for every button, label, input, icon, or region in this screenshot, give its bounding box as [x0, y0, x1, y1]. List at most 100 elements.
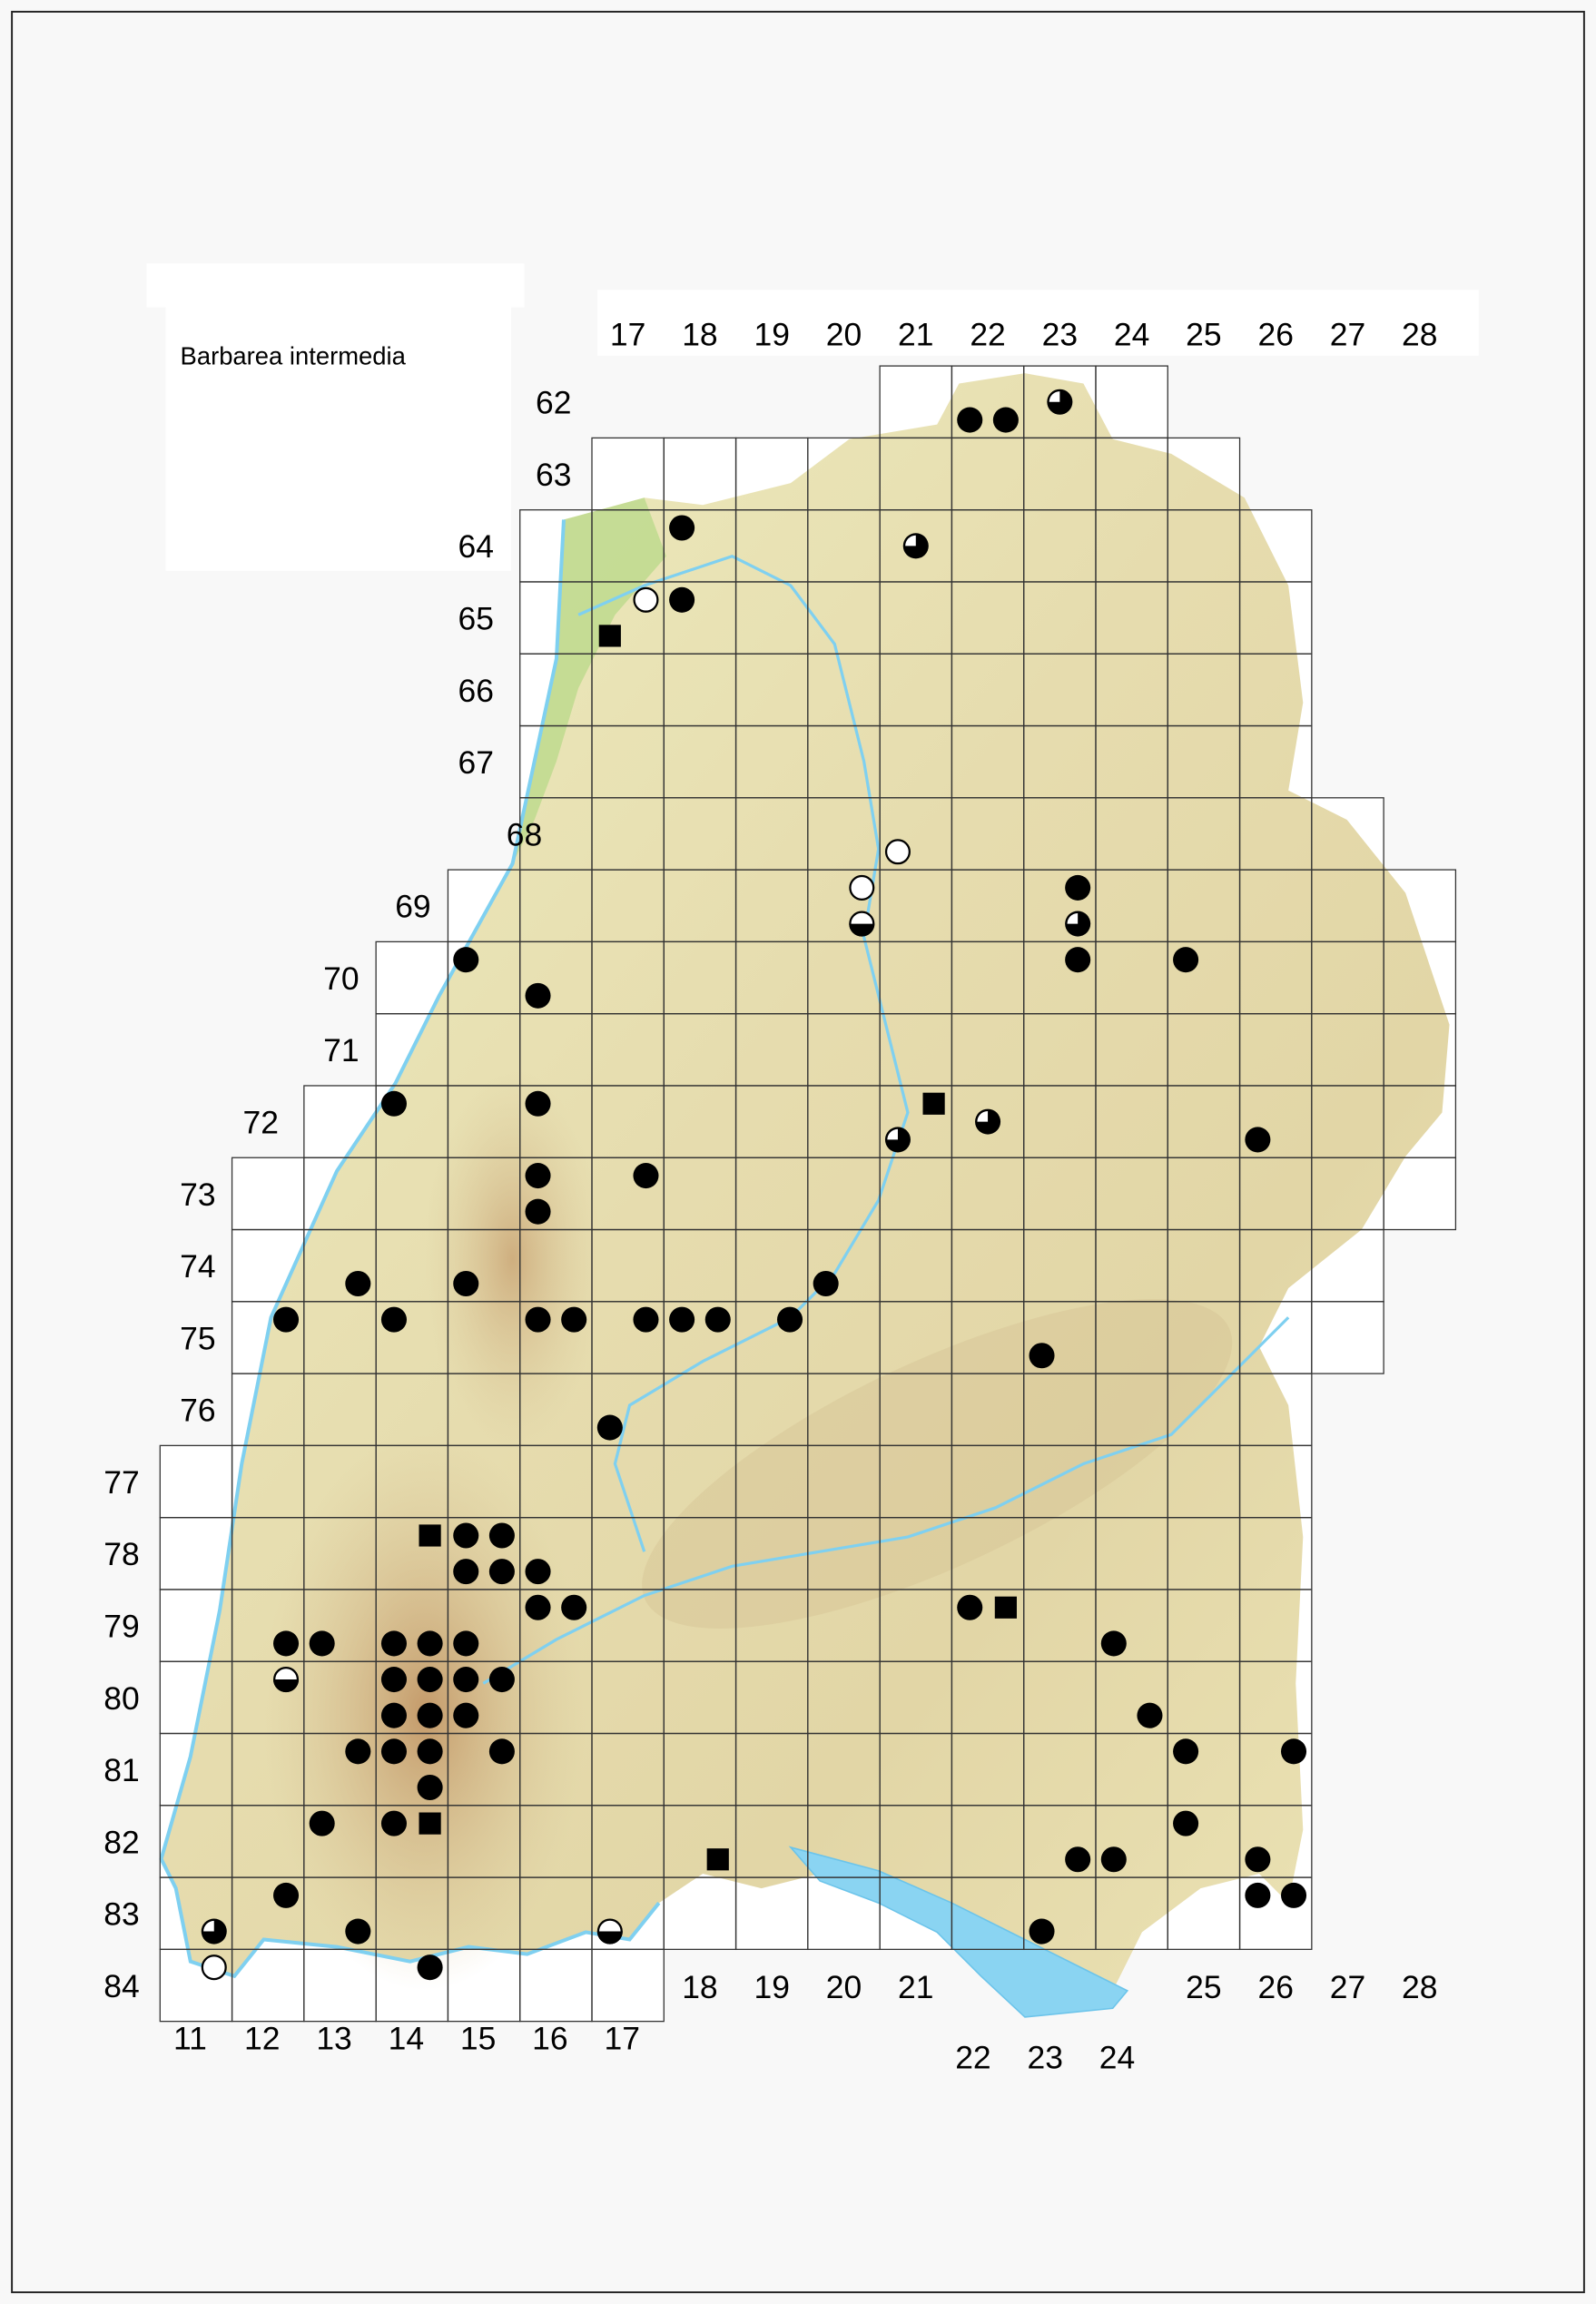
column-label: 27 — [1330, 317, 1365, 353]
column-label: 23 — [1027, 2039, 1062, 2075]
grid-cell — [160, 1517, 232, 1590]
grid-cell-border — [591, 1948, 665, 2023]
column-label: 22 — [970, 317, 1005, 353]
column-label: 25 — [1186, 1969, 1221, 2005]
marker-filled-circle-8114 — [417, 1738, 443, 1765]
marker-filled-circle-8213 — [309, 1810, 335, 1836]
marker-filled-circle-7914 — [417, 1630, 443, 1657]
marker-filled-circle-7617 — [596, 1414, 623, 1441]
row-label: 65 — [458, 601, 494, 637]
marker-three-quarter-circle-8311 — [201, 1918, 227, 1945]
marker-three-quarter-circle-7222 — [975, 1108, 1001, 1135]
row-label: 74 — [180, 1248, 215, 1285]
grid-cell — [1095, 366, 1168, 438]
marker-square-7814 — [419, 1524, 441, 1547]
row-label: 68 — [507, 816, 542, 852]
marker-filled-circle-8014 — [380, 1702, 407, 1728]
marker-filled-circle-8015 — [453, 1702, 479, 1728]
column-label: 18 — [682, 1969, 717, 2005]
marker-filled-circle-8014 — [417, 1702, 443, 1728]
column-label: 13 — [316, 2020, 351, 2056]
grid-cell — [591, 438, 665, 510]
row-label: 62 — [536, 385, 571, 421]
marker-filled-circle-8113 — [345, 1738, 371, 1765]
grid-cell — [519, 1949, 592, 2022]
marker-filled-circle-7413 — [345, 1270, 371, 1297]
marker-filled-circle-7523 — [1029, 1343, 1055, 1369]
marker-filled-circle-8313 — [345, 1918, 371, 1945]
rhine-lowland — [512, 497, 666, 864]
column-label: 11 — [173, 2020, 207, 2056]
marker-filled-circle-7016 — [525, 982, 551, 1009]
marker-filled-circle-7317 — [633, 1163, 659, 1189]
marker-filled-circle-8224 — [1100, 1846, 1127, 1873]
grid-cell — [232, 1157, 304, 1230]
column-label: 15 — [460, 2020, 496, 2056]
marker-open-circle-6517 — [633, 586, 659, 613]
marker-filled-circle-7015 — [453, 947, 479, 973]
row-label: 83 — [103, 1896, 139, 1933]
marker-filled-circle-7023 — [1065, 947, 1091, 973]
marker-filled-circle-8015 — [488, 1667, 515, 1693]
marker-filled-circle-7316 — [525, 1198, 551, 1225]
marker-three-quarter-circle-7221 — [884, 1127, 911, 1153]
grid-cell-border — [1238, 1876, 1313, 1951]
top-label-strip — [597, 290, 1479, 356]
marker-filled-circle-7518 — [669, 1306, 695, 1333]
row-label: 69 — [395, 889, 430, 925]
title-box-body — [165, 300, 511, 571]
marker-filled-circle-6923 — [1065, 874, 1091, 901]
row-label: 77 — [103, 1464, 139, 1501]
northern-black-forest-relief — [424, 1068, 601, 1450]
row-label: 79 — [103, 1608, 139, 1644]
row-label: 63 — [536, 457, 571, 493]
column-label: 26 — [1257, 317, 1293, 353]
marker-filled-circle-7914 — [380, 1630, 407, 1657]
column-label: 20 — [826, 1969, 862, 2005]
row-label: 73 — [180, 1177, 215, 1213]
neckar-river — [577, 554, 910, 1552]
column-label: 16 — [532, 2020, 567, 2056]
marker-filled-circle-7915 — [453, 1630, 479, 1657]
column-label: 20 — [826, 317, 862, 353]
column-label: 27 — [1330, 1969, 1365, 2005]
grid-cell-border — [1311, 1301, 1384, 1374]
marker-filled-circle-7922 — [957, 1594, 983, 1620]
marker-filled-circle-8115 — [488, 1738, 515, 1765]
row-label: 82 — [103, 1824, 139, 1860]
marker-filled-circle-6222 — [992, 407, 1019, 433]
column-label: 22 — [955, 2039, 990, 2075]
marker-square-6517 — [598, 625, 621, 647]
column-label: 14 — [389, 2020, 424, 2056]
column-label: 24 — [1099, 2039, 1135, 2075]
marker-filled-circle-8225 — [1173, 1810, 1199, 1836]
column-label: 28 — [1402, 317, 1437, 353]
grid-cell — [160, 1445, 232, 1518]
swabian-jura-relief — [642, 1298, 1233, 1629]
marker-filled-circle-7916 — [561, 1594, 587, 1620]
grid-cell — [735, 1877, 808, 1950]
marker-filled-circle-7518 — [704, 1306, 731, 1333]
column-label: 21 — [898, 317, 933, 353]
marker-filled-circle-8014 — [417, 1667, 443, 1693]
grid-lines — [159, 365, 1457, 2023]
marker-filled-circle-7420 — [813, 1270, 839, 1297]
marker-filled-circle-8326 — [1280, 1882, 1307, 1908]
marker-filled-circle-7916 — [525, 1594, 551, 1620]
marker-filled-circle-8214 — [380, 1810, 407, 1836]
marker-filled-circle-7519 — [777, 1306, 803, 1333]
marker-filled-circle-8312 — [273, 1882, 300, 1908]
marker-filled-circle-7816 — [525, 1559, 551, 1585]
marker-filled-circle-7226 — [1245, 1127, 1271, 1153]
marker-filled-circle-7913 — [309, 1630, 335, 1657]
column-label: 26 — [1257, 1969, 1293, 2005]
marker-filled-circle-8125 — [1173, 1738, 1199, 1765]
marker-square-8214 — [419, 1812, 441, 1835]
marker-filled-circle-8326 — [1245, 1882, 1271, 1908]
marker-filled-circle-7415 — [453, 1270, 479, 1297]
marker-filled-circle-7025 — [1173, 947, 1199, 973]
marker-half-circle-6920 — [849, 911, 875, 937]
marker-filled-circle-7912 — [273, 1630, 300, 1657]
marker-filled-circle-7815 — [453, 1559, 479, 1585]
